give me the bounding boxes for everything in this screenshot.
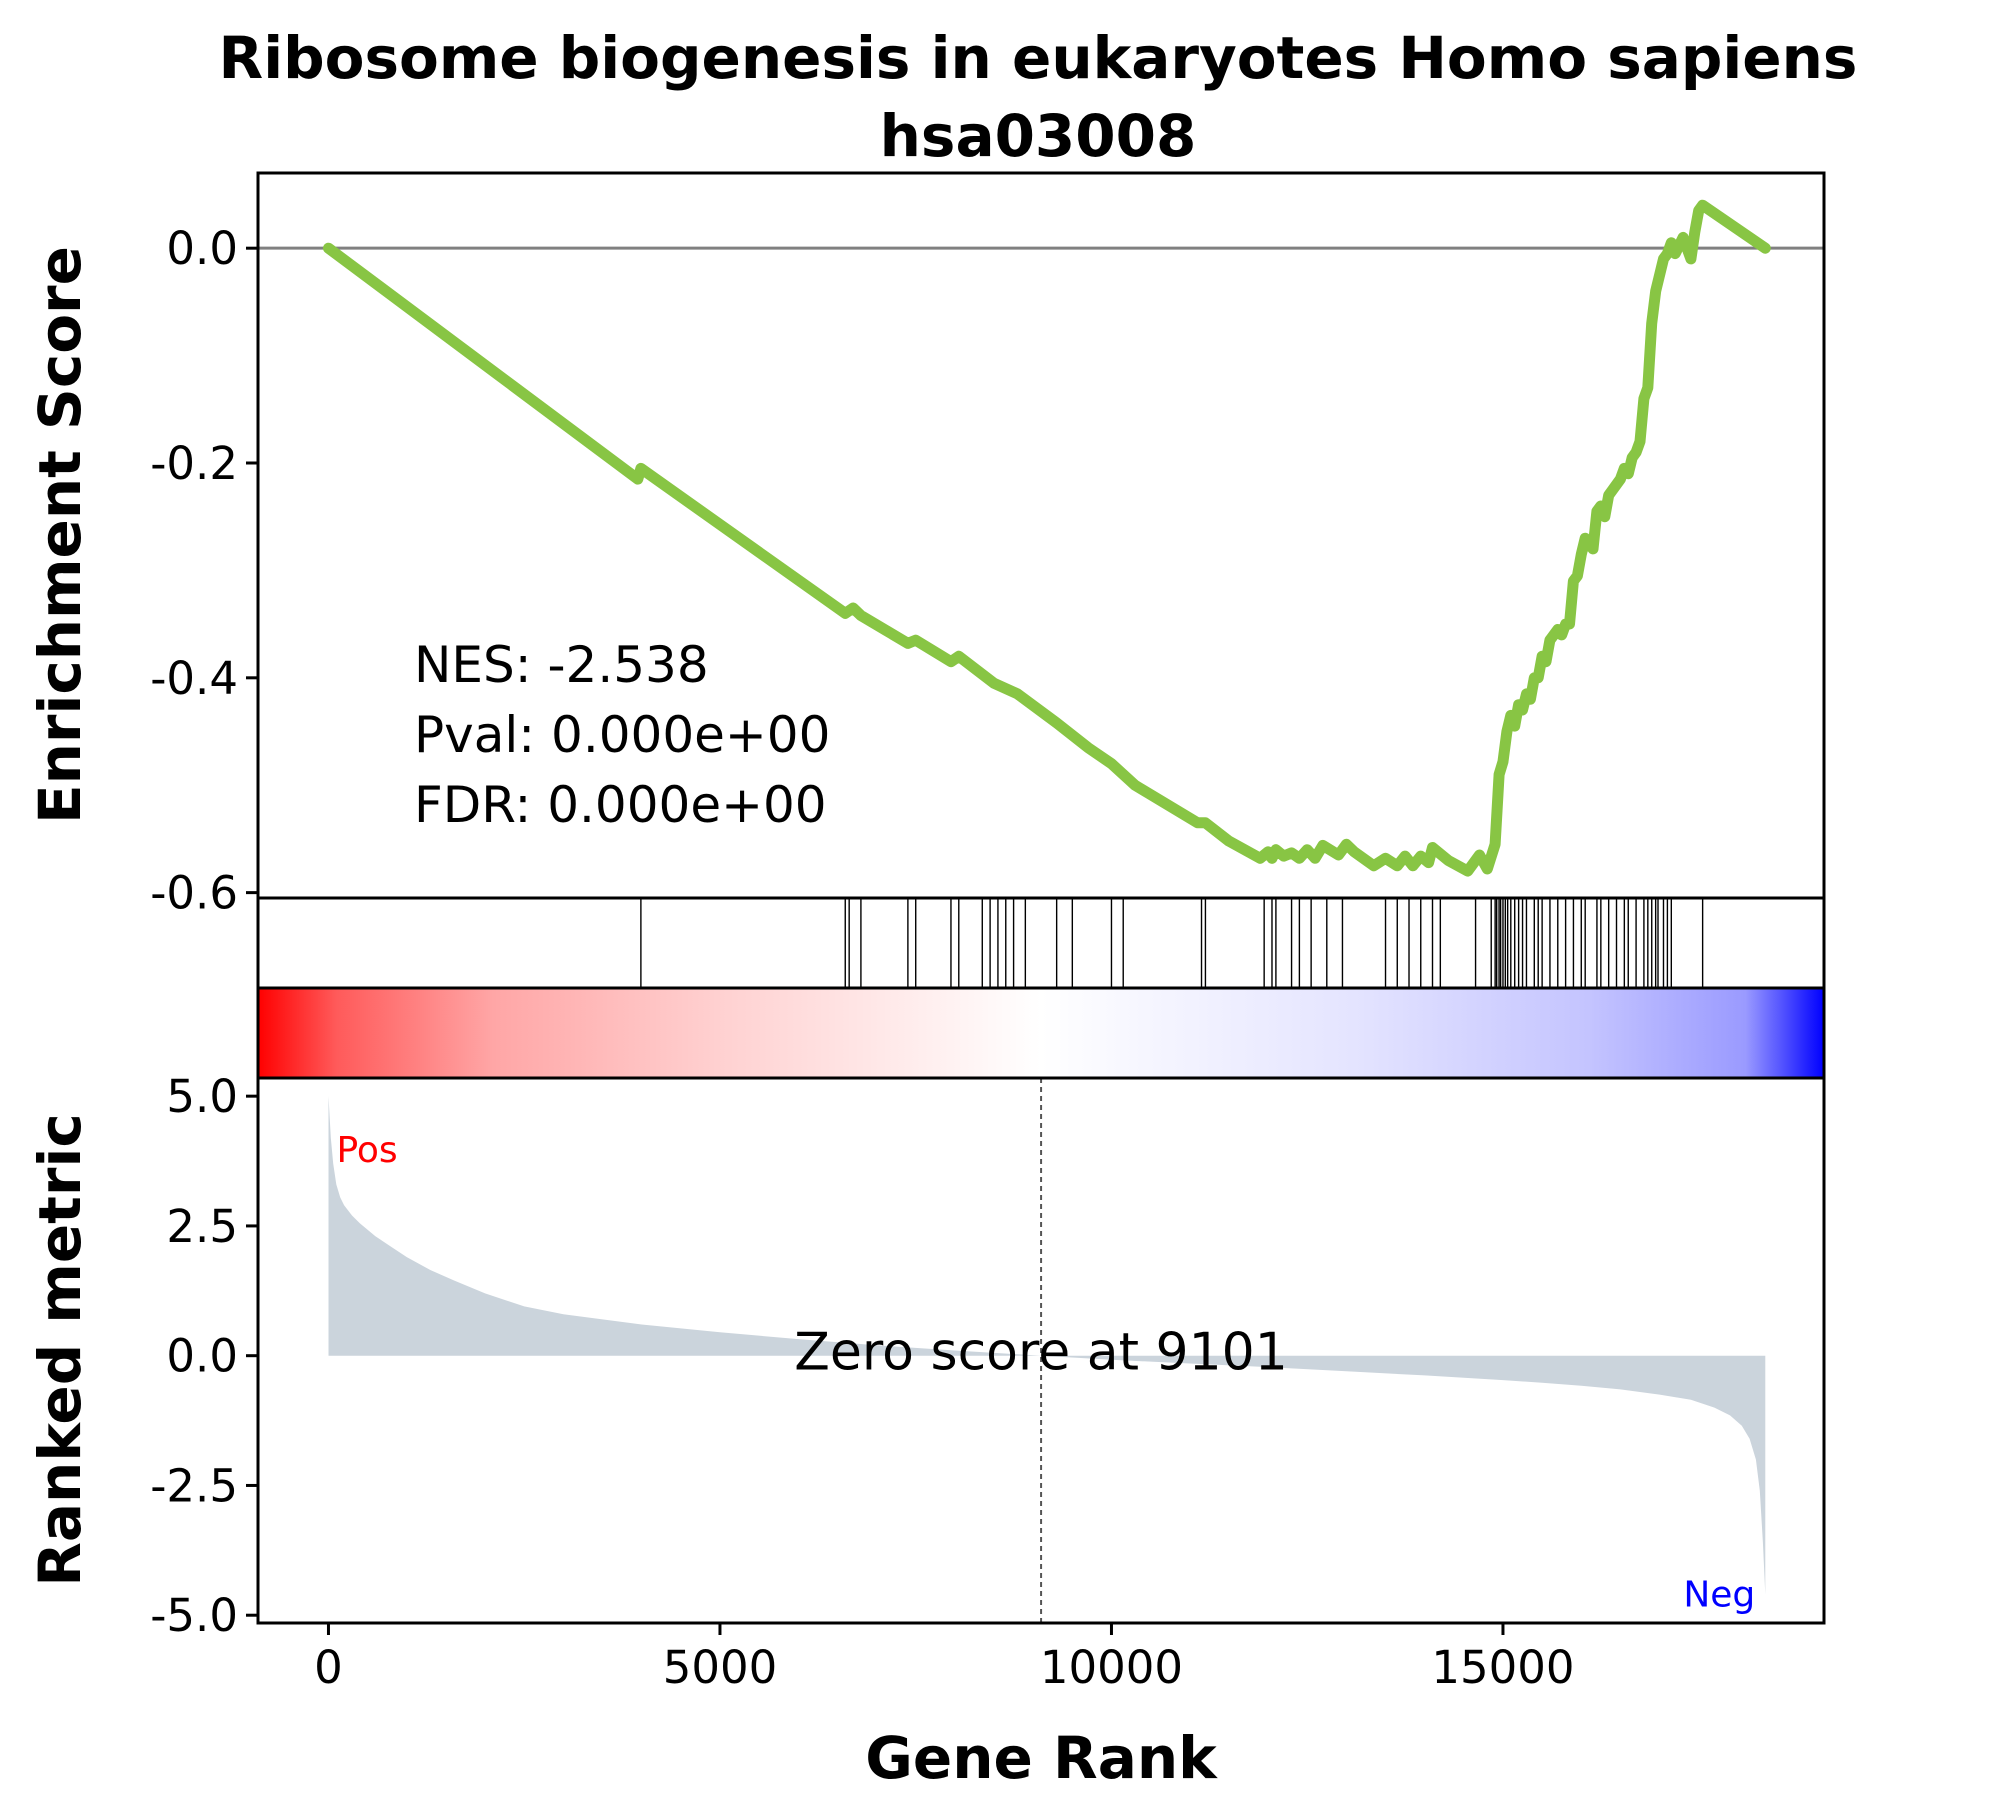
fdr-annotation: FDR: 0.000e+00 — [414, 776, 827, 834]
gene-hits-panel — [256, 896, 1826, 990]
pval-annotation: Pval: 0.000e+00 — [414, 706, 830, 764]
rank-y-tick-label: 0.0 — [166, 1330, 238, 1383]
x-tick-label: 15000 — [1431, 1641, 1574, 1694]
rank-y-tick-label: 2.5 — [166, 1200, 238, 1253]
neg-label: Neg — [1683, 1574, 1755, 1615]
x-tick-label: 0 — [314, 1641, 343, 1694]
es-y-tick-label: -0.6 — [150, 867, 238, 920]
es-y-tick-label: -0.4 — [150, 652, 238, 705]
rank-y-tick-label: -5.0 — [150, 1589, 238, 1642]
rank-y-tick-label: -2.5 — [150, 1459, 238, 1512]
rank-colorbar-gradient — [258, 988, 1824, 1078]
gene-hit-lines — [640, 898, 1704, 988]
nes-annotation: NES: -2.538 — [414, 636, 709, 694]
rank-panel-frame — [256, 1076, 1826, 1625]
chart-title-line-1: Ribosome biogenesis in eukaryotes Homo s… — [219, 24, 1858, 92]
x-tick-label: 5000 — [663, 1641, 778, 1694]
rank-y-ticks: 5.0 2.5 0.0 -2.5 -5.0 — [150, 1070, 258, 1642]
ranked-metric-panel: Zero score at 9101 Pos Neg 5.0 2.5 0.0 -2.5… — [150, 1070, 1826, 1642]
hits-panel-frame — [256, 896, 1826, 990]
ranked-metric-area — [328, 1096, 1766, 1595]
rank-y-axis-label: Ranked metric — [26, 1113, 94, 1587]
es-y-ticks: 0.0 -0.2 -0.4 -0.6 — [150, 222, 258, 920]
es-y-tick-label: 0.0 — [166, 222, 238, 275]
es-y-axis-label: Enrichment Score — [26, 246, 94, 824]
pos-label: Pos — [336, 1130, 397, 1171]
x-axis-label: Gene Rank — [865, 1724, 1218, 1792]
es-y-tick-label: -0.2 — [150, 437, 238, 490]
enrichment-score-line — [323, 199, 1771, 877]
rank-colorbar — [256, 986, 1826, 1080]
zero-score-label: Zero score at 9101 — [794, 1323, 1288, 1383]
x-axis-ticks: 0 5000 10000 15000 — [314, 1623, 1575, 1694]
chart-title-line-2: hsa03008 — [880, 102, 1197, 170]
x-tick-label: 10000 — [1040, 1641, 1183, 1694]
enrichment-score-panel: 0.0 -0.2 -0.4 -0.6 NES: -2.538 Pval: 0.000e… — [150, 171, 1826, 920]
rank-y-tick-label: 5.0 — [166, 1070, 238, 1123]
